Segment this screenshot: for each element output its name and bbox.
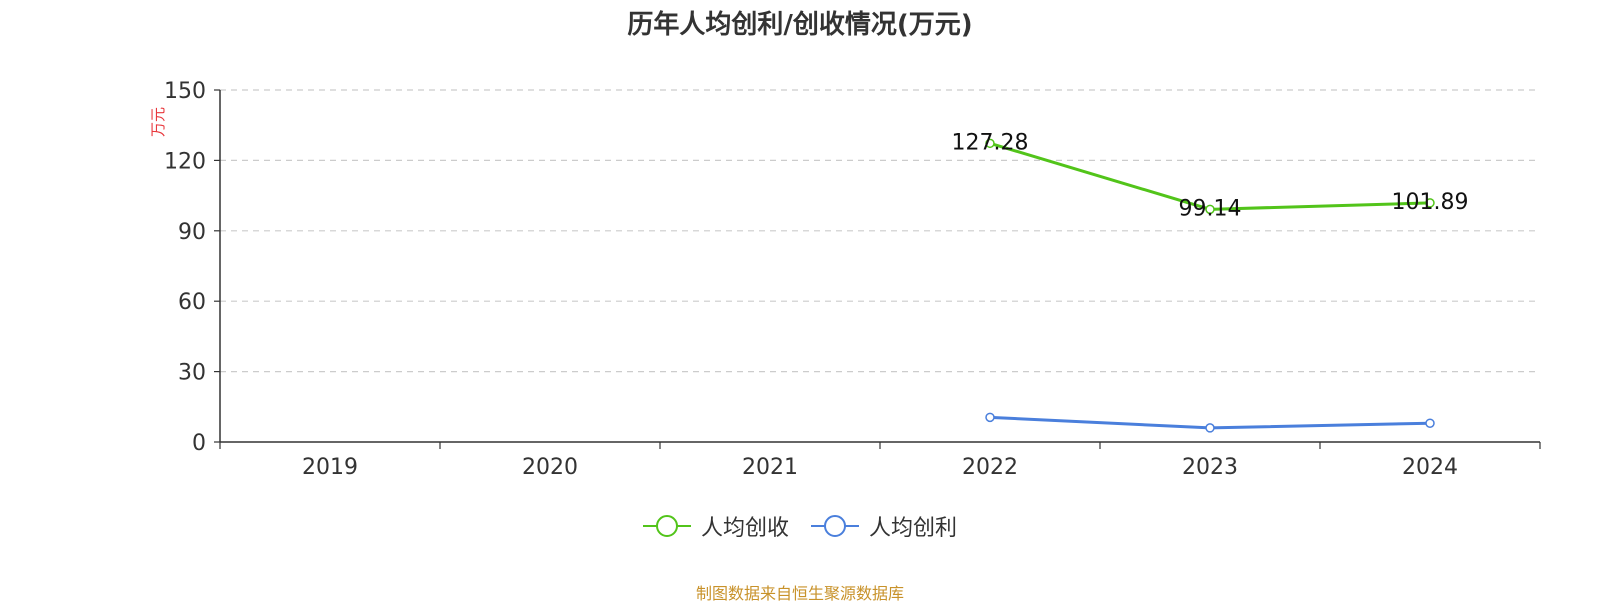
data-label: 99.14 (1179, 196, 1242, 221)
legend-item-profit[interactable]: 人均创利 (811, 510, 957, 542)
data-labels: 127.28 99.14 101.89 (952, 130, 1469, 221)
chart-title: 历年人均创利/创收情况(万元) (627, 10, 973, 40)
x-tick-label: 2023 (1182, 455, 1238, 480)
y-axis-unit-label: 万元 (149, 107, 167, 137)
data-label: 101.89 (1392, 190, 1469, 215)
x-tick-label: 2024 (1402, 455, 1458, 480)
y-tick-label: 60 (178, 290, 206, 315)
y-tick-label: 30 (178, 361, 206, 386)
data-point[interactable] (1425, 198, 1435, 208)
grid-lines (220, 89, 1540, 373)
axes: 0 30 60 90 120 150 2019 2020 2021 2022 2023 2024 (164, 79, 1541, 480)
x-tick-label: 2019 (302, 455, 358, 480)
data-point[interactable] (985, 138, 995, 149)
y-tick-label: 0 (192, 431, 206, 456)
source-note: 制图数据来自恒生聚源数据库 (695, 584, 904, 603)
x-tick-label: 2020 (522, 455, 578, 480)
data-point[interactable] (1205, 204, 1215, 215)
legend-line-circle-icon (642, 515, 691, 537)
y-tick-label: 90 (178, 220, 206, 245)
data-point[interactable] (1425, 418, 1435, 428)
x-tick-label: 2022 (962, 455, 1018, 480)
y-tick-label: 120 (164, 149, 206, 174)
legend-line-circle-icon (811, 515, 859, 537)
legend-label-profit: 人均创利 (869, 516, 958, 541)
data-label: 127.28 (952, 130, 1029, 155)
legend-label-revenue: 人均创收 (700, 516, 789, 541)
legend: 人均创收 人均创利 (0, 510, 1600, 542)
y-tick-label: 150 (164, 79, 206, 104)
data-point[interactable] (985, 412, 995, 423)
legend-item-revenue[interactable]: 人均创收 (642, 510, 789, 542)
x-tick-label: 2021 (742, 455, 798, 480)
data-point[interactable] (1205, 423, 1215, 433)
series-layer (985, 138, 1435, 433)
